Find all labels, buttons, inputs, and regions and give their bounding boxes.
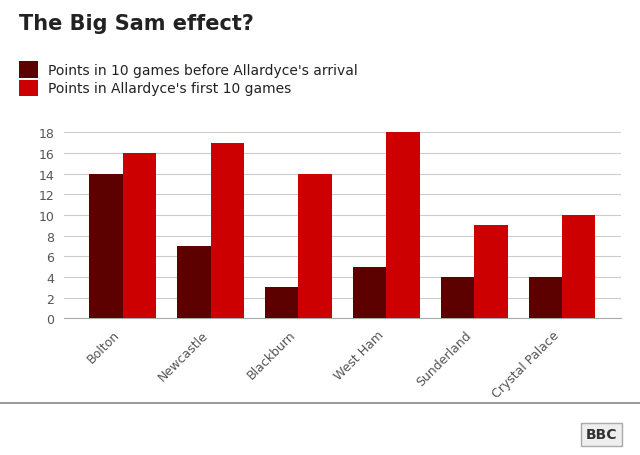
Text: Points in Allardyce's first 10 games: Points in Allardyce's first 10 games: [48, 82, 291, 96]
Bar: [387, 133, 420, 318]
Bar: [474, 226, 508, 318]
Text: The Big Sam effect?: The Big Sam effect?: [19, 14, 254, 34]
Bar: [211, 143, 244, 318]
Bar: [90, 174, 123, 318]
Bar: [441, 277, 474, 318]
Bar: [19, 81, 38, 97]
Bar: [353, 267, 387, 318]
Bar: [123, 154, 156, 318]
Bar: [177, 247, 211, 318]
Bar: [298, 174, 332, 318]
Text: Points in 10 games before Allardyce's arrival: Points in 10 games before Allardyce's ar…: [48, 64, 358, 77]
Bar: [19, 62, 38, 79]
Text: BBC: BBC: [586, 428, 618, 441]
Bar: [562, 216, 595, 318]
Bar: [529, 277, 562, 318]
Bar: [265, 288, 298, 318]
